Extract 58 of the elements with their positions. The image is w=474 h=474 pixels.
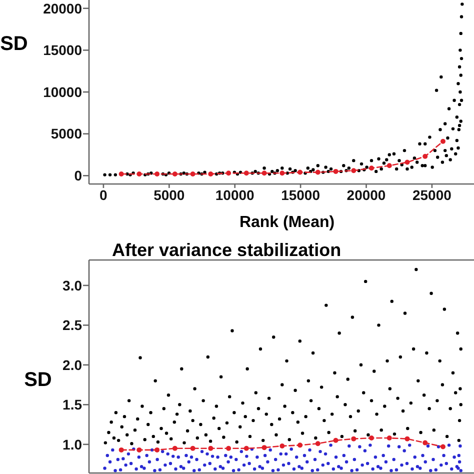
point — [440, 138, 446, 144]
y-axis-title: SD — [24, 369, 52, 391]
x-tick-label: 25000 — [412, 187, 452, 203]
point — [386, 163, 392, 168]
y-tick-label: 15000 — [43, 42, 82, 58]
point — [298, 442, 303, 448]
y-tick-label: 20000 — [43, 0, 82, 16]
x-tick-label: 15000 — [281, 187, 320, 203]
point — [333, 438, 338, 443]
x-tick-label: 5000 — [154, 187, 185, 203]
point — [226, 446, 232, 451]
y-tick-label: 2.5 — [62, 317, 82, 334]
point — [422, 440, 428, 446]
point — [244, 170, 249, 176]
point — [369, 166, 374, 171]
x-tick-label: 20000 — [346, 187, 386, 203]
point — [422, 154, 428, 159]
point — [190, 171, 196, 176]
point — [262, 170, 267, 176]
point — [226, 170, 232, 176]
y-tick-label: 1.0 — [62, 436, 82, 452]
point — [154, 447, 160, 452]
y-tick-label: 10000 — [43, 84, 82, 100]
y-tick-label: 3.0 — [62, 277, 82, 294]
point — [154, 171, 160, 176]
point — [315, 170, 320, 175]
point — [172, 446, 178, 451]
point — [351, 436, 356, 442]
point — [118, 171, 124, 176]
point — [369, 436, 374, 441]
x-axis-title: Rank (Mean) — [239, 214, 335, 231]
y-tick-label: 1.5 — [62, 396, 82, 413]
point — [315, 441, 320, 446]
point — [118, 447, 124, 452]
point — [208, 171, 214, 176]
point — [280, 443, 285, 448]
point — [404, 160, 410, 165]
point — [172, 171, 178, 176]
point — [333, 168, 338, 174]
point — [404, 436, 410, 442]
y-tick-label: 0 — [74, 168, 82, 184]
point — [244, 446, 249, 451]
x-tick-label: 10000 — [215, 187, 255, 203]
x-tick-label: 0 — [100, 187, 108, 203]
y-tick-label: 5000 — [50, 126, 82, 142]
point — [190, 446, 196, 451]
point — [208, 446, 214, 451]
point — [298, 170, 303, 175]
point — [280, 170, 285, 176]
point — [351, 168, 356, 174]
y-tick-label: 2.0 — [62, 356, 82, 373]
point — [136, 171, 142, 176]
point — [440, 444, 446, 450]
point — [386, 436, 392, 441]
y-axis-title: SD — [0, 33, 28, 55]
point — [136, 447, 142, 452]
point — [262, 445, 267, 450]
chart-title: After variance stabilization — [112, 240, 342, 260]
